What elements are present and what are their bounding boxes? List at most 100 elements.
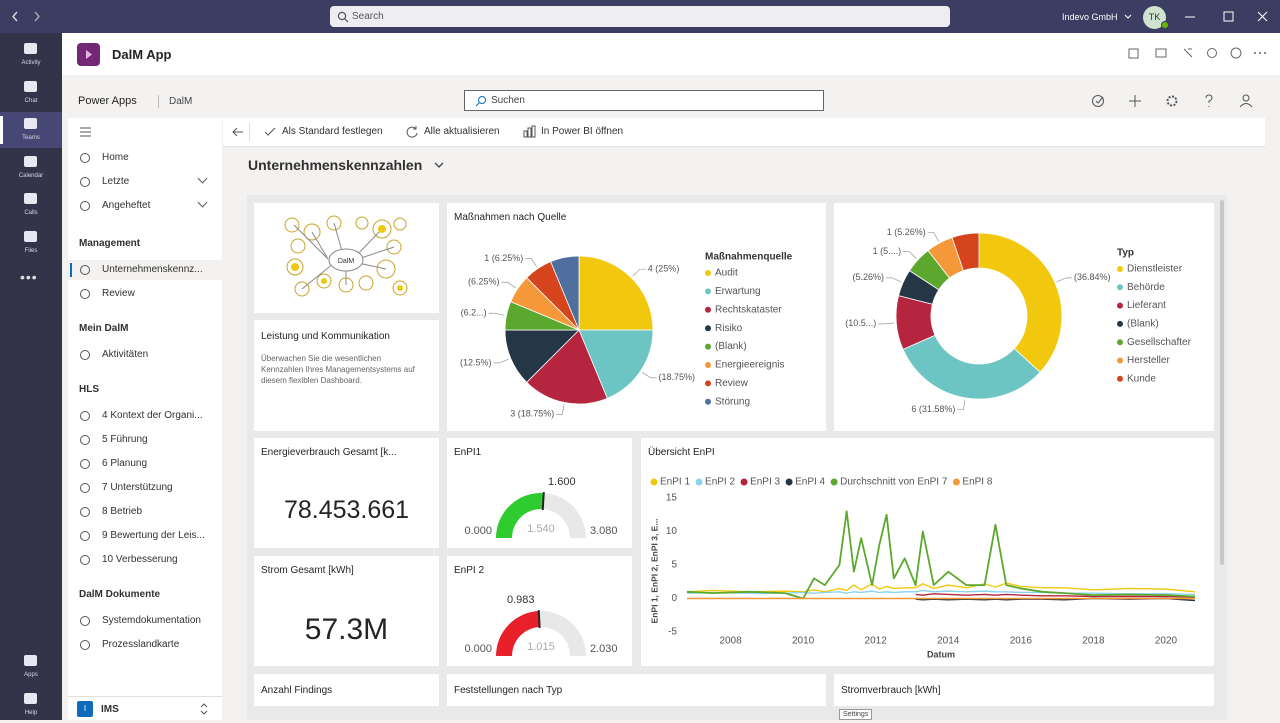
nav-item[interactable]: 6 Planung [68, 454, 222, 474]
hamburger[interactable] [79, 126, 93, 138]
app-search[interactable]: Suchen [464, 90, 824, 111]
rail-item[interactable]: Calls [0, 187, 62, 223]
legend-marker [705, 288, 711, 295]
nav-item[interactable]: 7 Unterstützung [68, 478, 222, 498]
legend-label[interactable]: Durchschnitt von EnPI 7 [840, 477, 948, 488]
back-button[interactable] [231, 125, 245, 139]
rail-item[interactable]: Chat [0, 75, 62, 111]
tile[interactable]: Feststellungen nach Typ [447, 674, 826, 706]
legend-label[interactable]: Behörde [1127, 282, 1165, 293]
nav-item[interactable]: Aktivitäten [68, 345, 222, 365]
nav-label: Aktivitäten [102, 349, 149, 360]
donut-chart: (36.84%) 6 (31.58%) (10.5...) (5.26%) 1 (5..… [845, 227, 1192, 414]
legend-label[interactable]: Review [715, 378, 749, 389]
rail-icon [24, 155, 37, 167]
slice[interactable] [978, 232, 1063, 373]
legend-label[interactable]: EnPI 1 [660, 477, 690, 488]
nav-label: Review [102, 288, 135, 299]
pie-tile[interactable]: Maßnahmen nach Quelle 4 (25%) (18.75%) 3 (… [447, 203, 826, 431]
nav-item[interactable]: 9 Bewertung der Leis... [68, 526, 222, 546]
legend-label[interactable]: Hersteller [1127, 355, 1170, 366]
kpi-tile[interactable]: Energieverbrauch Gesamt [k... 78.453.661 [254, 438, 439, 548]
slice[interactable] [951, 232, 980, 272]
power-apps-app[interactable]: DalM [169, 96, 193, 107]
nav-item[interactable]: Unternehmenskennz... [68, 260, 222, 280]
image-tile[interactable]: DalM [254, 203, 439, 313]
nav-item[interactable]: 10 Verbesserung [68, 550, 222, 570]
toolbar-action[interactable]: In Power BI öffnen [541, 126, 624, 137]
header-actions[interactable] [1122, 45, 1272, 63]
rail-label: Apps [24, 672, 38, 678]
rail-item[interactable]: Calendar [0, 150, 62, 186]
legend-label[interactable]: EnPI 2 [705, 477, 735, 488]
slice[interactable] [902, 334, 1041, 400]
legend-marker [830, 478, 838, 486]
gauge-tile[interactable]: EnPI1 1.600 0.000 3.080 1.540 [447, 438, 632, 548]
nav-item[interactable]: Prozesslandkarte [68, 635, 222, 655]
rail-icon [24, 693, 37, 704]
slice[interactable] [526, 329, 608, 405]
slice[interactable] [578, 255, 654, 331]
legend-label[interactable]: Risiko [715, 323, 743, 334]
nav-item[interactable]: Systemdokumentation [68, 611, 222, 631]
legend-label[interactable]: EnPI 4 [795, 477, 825, 488]
kpi-tile[interactable]: Strom Gesamt [kWh] 57.3M [254, 556, 439, 666]
nav-item[interactable]: Home [68, 148, 222, 168]
nav-section-title: HLS [79, 384, 99, 395]
nav-item[interactable]: Angeheftet [68, 196, 222, 216]
leader-line [493, 358, 509, 364]
legend-label[interactable]: Audit [715, 268, 738, 279]
legend-label[interactable]: Kunde [1127, 373, 1156, 384]
rail-item[interactable]: Teams [0, 112, 62, 148]
nav-item[interactable]: 8 Betrieb [68, 502, 222, 522]
legend-label[interactable]: Dienstleister [1127, 264, 1183, 275]
power-apps-brand[interactable]: Power Apps [78, 95, 137, 107]
rail-item[interactable]: Activity [0, 37, 62, 73]
legend-label[interactable]: Erwartung [715, 286, 761, 297]
nav-item[interactable]: 4 Kontext der Organi... [68, 406, 222, 426]
scrollbar[interactable] [1220, 200, 1224, 565]
org-name[interactable]: Indevo GmbH [1062, 12, 1118, 22]
tile[interactable]: Anzahl Findings [254, 674, 439, 706]
nav-section-title: Mein DalM [79, 323, 129, 334]
text-tile[interactable]: Leistung und Kommunikation Überwachen Si… [254, 320, 439, 431]
legend-label[interactable]: Rechtskataster [715, 304, 782, 315]
legend-label[interactable]: Energieereignis [715, 360, 785, 371]
slice[interactable] [504, 329, 580, 383]
toolbar-action[interactable]: Als Standard festlegen [282, 126, 383, 137]
avatar[interactable]: TK [1143, 6, 1166, 29]
line-tile[interactable]: Übersicht EnPI -5 0 5 10 15 2008 2010 2012 2014 2… [641, 438, 1214, 666]
legend-label[interactable]: Gesellschafter [1127, 337, 1192, 348]
nav-label: 10 Verbesserung [102, 554, 178, 565]
nav-item[interactable]: 5 Führung [68, 430, 222, 450]
nav-item[interactable]: Review [68, 284, 222, 304]
rail-item[interactable]: Help [0, 687, 62, 723]
legend-label[interactable]: EnPI 3 [750, 477, 780, 488]
window-controls[interactable] [1180, 0, 1280, 33]
tile[interactable]: Stromverbrauch [kWh] [834, 674, 1214, 706]
nav-item[interactable]: Letzte [68, 172, 222, 192]
rail-item[interactable]: Files [0, 225, 62, 261]
title-chevron[interactable] [433, 160, 445, 170]
rail-item[interactable]: Apps [0, 649, 62, 685]
line-chart: -5 0 5 10 15 2008 2010 2012 2014 2016 2018 2020 Datu… [649, 477, 1196, 659]
gauge-tile[interactable]: EnPI 2 0.983 0.000 2.030 1.015 [447, 556, 632, 666]
environment-switcher[interactable]: I IMS [68, 696, 222, 721]
search-box[interactable]: Search [330, 6, 950, 27]
power-apps-actions[interactable] [1085, 90, 1260, 112]
rail-more[interactable]: ••• [20, 269, 38, 285]
slice[interactable] [550, 255, 580, 331]
dashboard-title[interactable]: Unternehmenskennzahlen [248, 157, 423, 173]
legend-label[interactable]: EnPI 8 [962, 477, 992, 488]
toolbar-action[interactable]: Alle aktualisieren [424, 126, 500, 137]
slice[interactable] [578, 329, 654, 399]
rail-label: Help [24, 710, 38, 716]
legend-label[interactable]: Lieferant [1127, 300, 1166, 311]
legend-label[interactable]: Störung [715, 396, 750, 407]
legend-label[interactable]: (Blank) [715, 341, 747, 352]
legend-marker [705, 270, 711, 276]
tile-title: Energieverbrauch Gesamt [k... [261, 447, 397, 458]
legend-label[interactable]: (Blank) [1127, 319, 1159, 330]
donut-tile[interactable]: (36.84%) 6 (31.58%) (10.5...) (5.26%) 1 (5..… [834, 203, 1214, 431]
nav-arrows[interactable] [0, 0, 60, 33]
